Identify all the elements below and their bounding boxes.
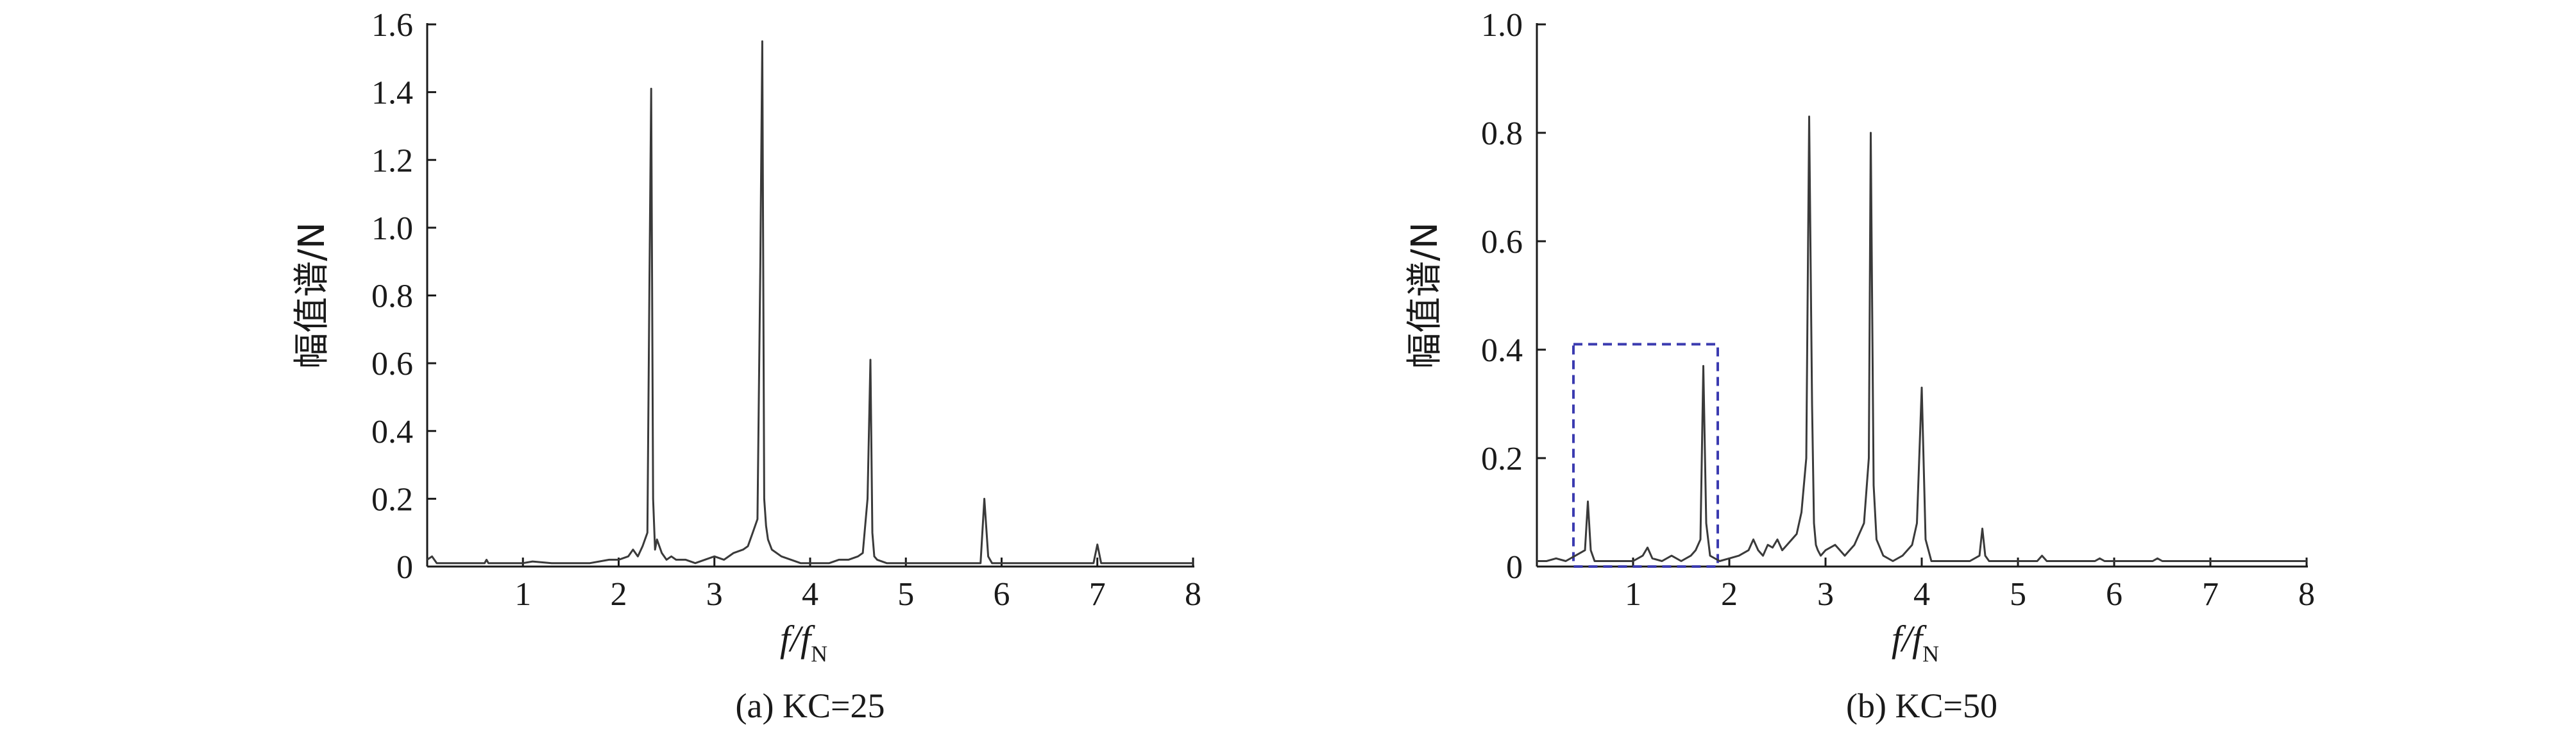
x-tick-label: 7 [1089, 576, 1106, 613]
x-tick-label: 1 [1625, 576, 1641, 613]
x-axis-title: f/fN [780, 618, 827, 667]
y-tick-label: 0.2 [371, 481, 413, 518]
x-tick-label: 6 [2106, 576, 2123, 613]
x-tick-label: 3 [1817, 576, 1834, 613]
x-tick-label: 1 [514, 576, 531, 613]
x-tick-label: 5 [897, 576, 914, 613]
y-tick-label: 1.0 [1481, 7, 1523, 44]
y-tick-label: 1.4 [371, 75, 413, 112]
y-tick-label: 1.2 [371, 142, 413, 179]
y-tick-label: 1.0 [371, 210, 413, 247]
panel-caption: (a) KC=25 [736, 687, 885, 725]
x-axis-title: f/fN [1892, 618, 1939, 667]
x-tick-label: 5 [2010, 576, 2026, 613]
x-tick-label: 2 [611, 576, 627, 613]
series-line-0 [427, 40, 1193, 565]
highlight-box [1572, 343, 1719, 568]
x-axis-title-subscript: N [811, 641, 827, 667]
chart-panel-b: 0 0.2 0.4 0.6 0.8 1.0 1 2 3 4 5 6 7 8 幅值谱/N f/fN (b) KC=… [1404, 7, 2315, 725]
x-tick-label: 3 [706, 576, 723, 613]
y-tick-label: 0 [1506, 549, 1523, 586]
x-tick-label: 6 [994, 576, 1010, 613]
series-line-0 [1537, 115, 2307, 562]
x-tick-label: 8 [1185, 576, 1201, 613]
y-axis-title: 幅值谱/N [1404, 222, 1446, 369]
y-tick-label: 1.6 [371, 7, 413, 44]
panel-caption: (b) KC=50 [1846, 687, 1997, 725]
x-tick-label: 7 [2202, 576, 2219, 613]
y-tick-label: 0 [396, 549, 413, 586]
y-tick-label: 0.6 [1481, 224, 1523, 260]
y-tick-label: 0.8 [371, 278, 413, 315]
x-axis-title-subscript: N [1922, 641, 1939, 667]
y-axis-title: 幅值谱/N [291, 222, 333, 369]
x-tick-label: 4 [1913, 576, 1930, 613]
y-tick-label: 0.8 [1481, 115, 1523, 152]
y-tick-label: 0.4 [371, 414, 413, 450]
y-tick-label: 0.6 [371, 346, 413, 382]
y-tick-label: 0.2 [1481, 441, 1523, 477]
y-tick-label: 0.4 [1481, 332, 1523, 369]
chart-panel-a: 0 0.2 0.4 0.6 0.8 1.0 1.2 1.4 1.6 1 2 3 4 5 6 7 8 幅值谱/N f/… [291, 7, 1201, 725]
x-tick-label: 4 [802, 576, 818, 613]
x-tick-label: 8 [2298, 576, 2315, 613]
x-tick-label: 2 [1721, 576, 1738, 613]
